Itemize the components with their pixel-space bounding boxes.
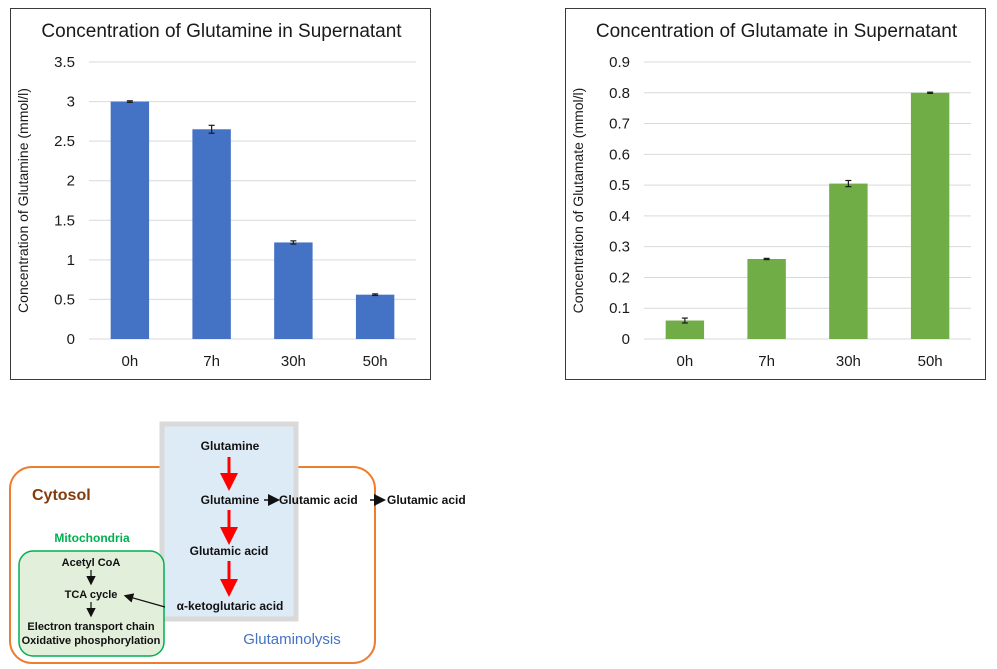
glutamine-error-bar xyxy=(208,124,215,134)
glutamate-title: Concentration of Glutamate in Supernatan… xyxy=(596,21,958,42)
glutamate-x-tick-label: 50h xyxy=(918,353,943,370)
glutamate-y-tick-label: 0.5 xyxy=(609,177,630,194)
glutamate-error-bar xyxy=(763,257,770,261)
glutamine-error-bar xyxy=(290,240,297,245)
glutamine-bar xyxy=(274,242,313,339)
glutamate-error-bar xyxy=(681,317,688,324)
glutamine-bar xyxy=(192,129,231,339)
glutamine-title: Concentration of Glutamine in Supernatan… xyxy=(41,21,402,42)
glutamine-y-tick-label: 1.5 xyxy=(54,212,75,229)
glutamine-y-tick-label: 2.5 xyxy=(54,133,75,150)
glutaminolysis-label: Glutaminolysis xyxy=(243,631,341,648)
glutamate-bar xyxy=(829,183,868,339)
glutamic-acid-right-label: Glutamic acid xyxy=(279,493,358,507)
glutamine-x-tick-label: 30h xyxy=(281,353,306,370)
glutamate-y-tick-label: 0.6 xyxy=(609,146,630,163)
glutamine-mid-label: Glutamine xyxy=(201,493,260,507)
glutamine-y-tick-label: 3.5 xyxy=(54,54,75,71)
glutamine-error-bar xyxy=(126,100,133,103)
glutamate-y-tick-label: 0.4 xyxy=(609,208,630,225)
mitochondria-label: Mitochondria xyxy=(54,531,130,545)
glutamine-chart-svg: Concentration of Glutamine in Supernatan… xyxy=(15,21,416,370)
glutamate-bar xyxy=(910,92,950,340)
glutamate-chart: Concentration of Glutamate in Supernatan… xyxy=(565,8,986,380)
glutamate-chart-svg: Concentration of Glutamate in Supernatan… xyxy=(570,21,971,370)
cytosol-label: Cytosol xyxy=(32,487,91,504)
alpha-ketoglutaric-label: α-ketoglutaric acid xyxy=(177,599,284,613)
glutamate-y-tick-label: 0.3 xyxy=(609,239,630,256)
glutamate-bar xyxy=(747,258,786,339)
glutamate-x-tick-label: 30h xyxy=(836,353,861,370)
glutamate-y-tick-label: 0.7 xyxy=(609,116,630,133)
glutamate-y-tick-label: 0.9 xyxy=(609,54,630,71)
glutamate-error-bar xyxy=(927,91,934,94)
glutaminolysis-diagram: Cytosol Mitochondria Glutaminolysis Glut… xyxy=(9,421,466,664)
glutamine-y-axis-label: Concentration of Glutamine (mmol/l) xyxy=(15,88,31,313)
glutamine-x-tick-label: 7h xyxy=(203,353,220,370)
glutamine-y-tick-label: 0 xyxy=(67,331,75,348)
glutamate-y-tick-label: 0 xyxy=(622,331,630,348)
tca-cycle-label: TCA cycle xyxy=(65,589,118,601)
glutamate-bar xyxy=(665,320,705,339)
glutamine-y-tick-label: 1 xyxy=(67,252,75,269)
glutamine-x-tick-label: 50h xyxy=(363,353,388,370)
glutamine-y-tick-label: 2 xyxy=(67,173,75,190)
oxphos-label: Oxidative phosphorylation xyxy=(22,635,161,647)
glutamate-x-tick-label: 0h xyxy=(677,353,694,370)
glutamine-y-tick-label: 0.5 xyxy=(54,291,75,308)
glutamine-bar xyxy=(110,101,150,339)
glutamine-top-label: Glutamine xyxy=(201,439,260,453)
glutamic-acid-mid-label: Glutamic acid xyxy=(190,544,269,558)
glutamate-y-tick-label: 0.1 xyxy=(609,300,630,317)
glutamate-x-tick-label: 7h xyxy=(758,353,775,370)
acetyl-coa-label: Acetyl CoA xyxy=(62,557,121,569)
glutamate-y-tick-label: 0.2 xyxy=(609,269,630,286)
glutamine-x-tick-label: 0h xyxy=(122,353,139,370)
etc-label: Electron transport chain xyxy=(27,621,154,633)
arrow-akg-to-tca xyxy=(123,593,166,608)
glutamine-chart: Concentration of Glutamine in Supernatan… xyxy=(10,8,431,380)
glutamate-y-axis-label: Concentration of Glutamate (mmol/l) xyxy=(570,88,586,314)
glutamate-error-bar xyxy=(845,179,852,188)
glutamic-acid-outside-label: Glutamic acid xyxy=(387,493,466,507)
glutamine-y-tick-label: 3 xyxy=(67,94,75,111)
glutamine-error-bar xyxy=(372,293,379,297)
glutamine-bar xyxy=(355,294,395,339)
glutamate-y-tick-label: 0.8 xyxy=(609,85,630,102)
